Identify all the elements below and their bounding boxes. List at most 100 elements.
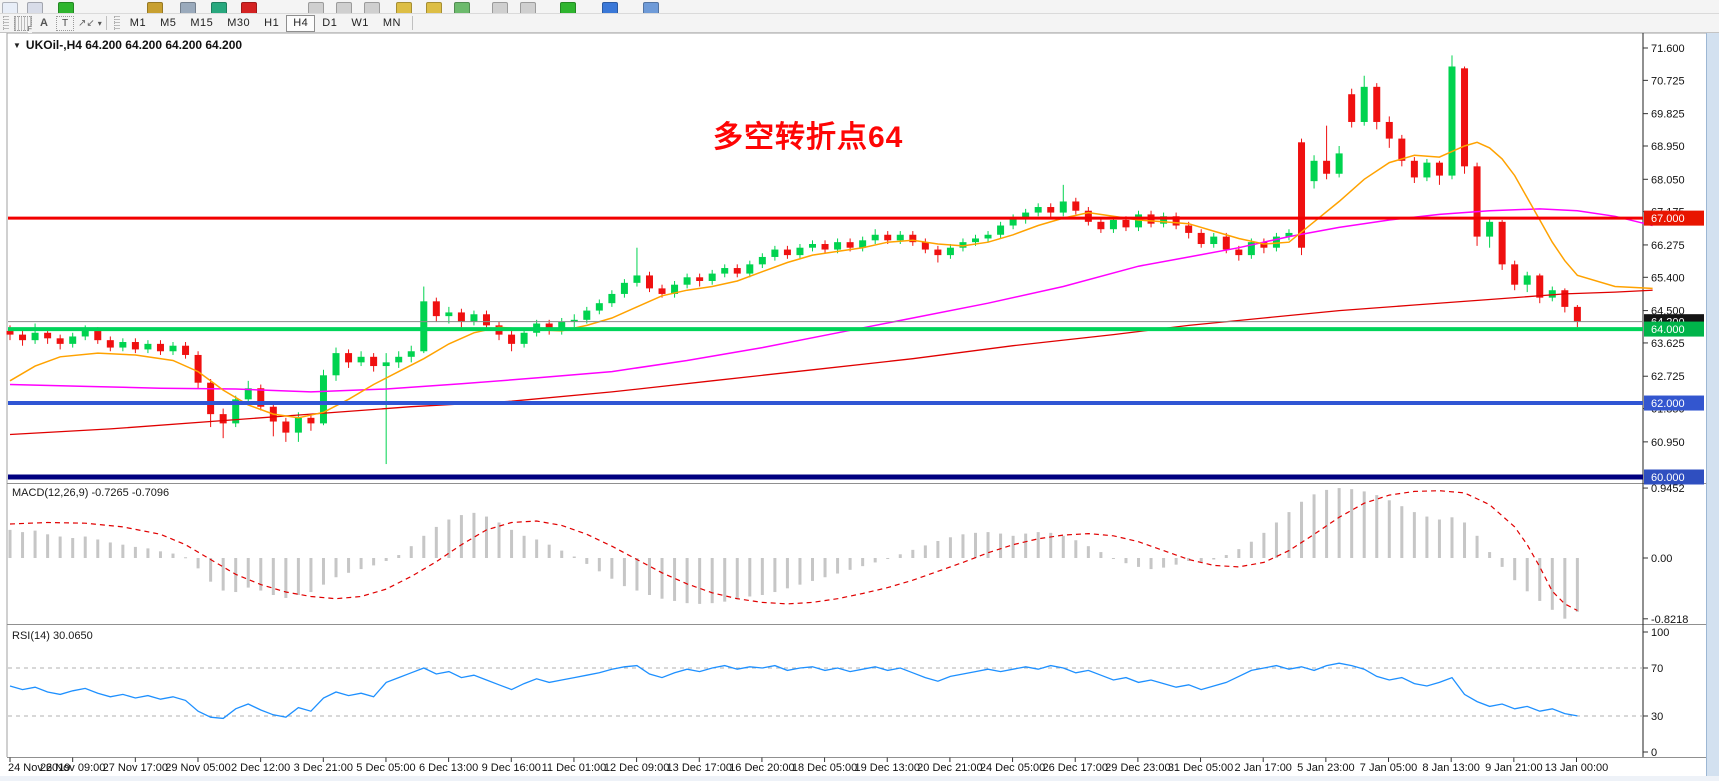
cursor-icon[interactable] xyxy=(308,2,324,13)
price-axis[interactable]: 71.60070.72569.82568.95068.05067.17566.2… xyxy=(1643,43,1704,485)
add-indicator-icon[interactable] xyxy=(58,2,74,13)
time-tick-label: 6 Dec 13:00 xyxy=(419,762,478,774)
ma-line-slow xyxy=(9,289,1653,436)
macd-axis-label: -0.8218 xyxy=(1651,614,1688,626)
timeframe-button-h4[interactable]: H4 xyxy=(286,14,316,32)
rsi-axis-label: 30 xyxy=(1651,711,1663,723)
timeframe-toolbar: F A T ↗↙ ▾ M1 M5 M15 M30 H1 H4 D1 W1 MN xyxy=(0,14,1719,33)
time-tick-label: 2 Dec 12:00 xyxy=(231,762,290,774)
timeframe-button-m5[interactable]: M5 xyxy=(160,16,177,29)
time-tick-label: 13 Jan 00:00 xyxy=(1545,762,1609,774)
objects-table-icon[interactable] xyxy=(454,2,470,13)
trendline-icon[interactable] xyxy=(364,2,380,13)
timeframe-button-h1[interactable]: H1 xyxy=(264,16,280,29)
panel-splitter-rsi[interactable] xyxy=(0,622,1706,626)
pencil2-icon[interactable] xyxy=(426,2,442,13)
autotrade-icon[interactable] xyxy=(602,2,618,13)
time-tick-label: 12 Dec 09:00 xyxy=(604,762,669,774)
chart-annotation-text[interactable]: 多空转折点64 xyxy=(713,121,904,154)
new-order-icon[interactable] xyxy=(560,2,576,13)
tester-icon[interactable] xyxy=(643,2,659,13)
price-badge: 67.000 xyxy=(1651,213,1685,225)
new-chart-icon[interactable] xyxy=(2,2,18,13)
price-badge: 60.000 xyxy=(1651,472,1685,484)
chevron-down-icon[interactable]: ▾ xyxy=(97,18,102,28)
time-tick-label: 29 Nov 05:00 xyxy=(165,762,230,774)
toolbar-drag-handle[interactable] xyxy=(113,16,120,30)
price-tick-label: 68.050 xyxy=(1651,174,1685,186)
chart-title: ▼ UKOil-,H4 64.200 64.200 64.200 64.200 xyxy=(13,38,242,52)
time-tick-label: 5 Dec 05:00 xyxy=(356,762,415,774)
horizontal-lines xyxy=(8,216,1643,480)
zoom-icon[interactable] xyxy=(27,2,43,13)
chart-title-text: UKOil-,H4 64.200 64.200 64.200 64.200 xyxy=(25,38,243,52)
macd-axis-label: 0.00 xyxy=(1651,553,1672,565)
timeframe-button-mn[interactable]: MN xyxy=(382,16,401,29)
toolbar-separator xyxy=(105,16,107,30)
timeframe-bar: M1 M5 M15 M30 H1 H4 D1 W1 MN xyxy=(123,14,408,32)
time-tick-label: 26 Nov 09:00 xyxy=(40,762,105,774)
price-tick-label: 71.600 xyxy=(1651,43,1685,55)
toolbar-drag-handle[interactable] xyxy=(3,16,9,30)
candles-layer xyxy=(6,55,1581,465)
time-tick-label: 27 Nov 17:00 xyxy=(103,762,168,774)
time-tick-label: 9 Jan 21:00 xyxy=(1485,762,1543,774)
time-tick-label: 7 Jan 05:00 xyxy=(1360,762,1418,774)
history-icon[interactable] xyxy=(180,2,196,13)
symbol-dropdown-icon[interactable]: ▼ xyxy=(13,41,21,50)
refresh-icon[interactable] xyxy=(211,2,227,13)
rsi-axis-label: 100 xyxy=(1651,627,1669,639)
timeframe-button-w1[interactable]: W1 xyxy=(351,16,369,29)
text-tool-button[interactable]: T xyxy=(56,15,74,31)
panel-splitter-macd[interactable] xyxy=(0,481,1706,485)
rsi-axis-label: 70 xyxy=(1651,663,1663,675)
time-tick-label: 29 Dec 23:00 xyxy=(1105,762,1170,774)
price-badge: 64.000 xyxy=(1651,324,1685,336)
pencil-icon[interactable] xyxy=(396,2,412,13)
font-tool-button[interactable]: A xyxy=(40,17,48,29)
macd-indicator-label: MACD(12,26,9) -0.7265 -0.7096 xyxy=(12,487,170,499)
toolbar-separator xyxy=(411,16,413,30)
price-tick-label: 60.950 xyxy=(1651,437,1685,449)
time-tick-label: 8 Jan 13:00 xyxy=(1422,762,1480,774)
timeframe-button-m30[interactable]: M30 xyxy=(227,16,251,29)
time-tick-label: 16 Dec 20:00 xyxy=(729,762,794,774)
time-tick-label: 2 Jan 17:00 xyxy=(1234,762,1292,774)
time-tick-label: 24 Dec 05:00 xyxy=(980,762,1045,774)
price-badge: 62.000 xyxy=(1651,398,1685,410)
stop-icon[interactable] xyxy=(241,2,257,13)
timeframe-button-m15[interactable]: M15 xyxy=(190,16,214,29)
timeframe-button-m1[interactable]: M1 xyxy=(129,16,147,29)
vline-tool-icon[interactable] xyxy=(520,2,536,13)
rsi-panel: 100 70 30 0 xyxy=(8,627,1669,759)
rsi-indicator-label: RSI(14) 30.0650 xyxy=(12,630,93,642)
time-tick-label: 24 Nov 2019 xyxy=(8,762,70,774)
window-right-edge xyxy=(1706,0,1719,781)
time-tick-label: 31 Dec 05:00 xyxy=(1168,762,1233,774)
indicator-arrows-button[interactable]: ↗↙ xyxy=(78,17,95,29)
window-bottom-edge xyxy=(0,776,1719,781)
time-tick-label: 19 Dec 13:00 xyxy=(855,762,920,774)
time-tick-label: 20 Dec 21:00 xyxy=(917,762,982,774)
time-tick-label: 13 Dec 17:00 xyxy=(667,762,732,774)
top-toolbar xyxy=(0,0,1719,14)
crosshair-grid-icon[interactable]: F xyxy=(14,15,32,33)
hline-tool-icon[interactable] xyxy=(492,2,508,13)
price-tick-label: 66.275 xyxy=(1651,240,1685,252)
timeframe-button-d1[interactable]: D1 xyxy=(322,16,338,29)
price-tick-label: 69.825 xyxy=(1651,109,1685,121)
price-tick-label: 63.625 xyxy=(1651,338,1685,350)
time-tick-label: 3 Dec 21:00 xyxy=(294,762,353,774)
ma-line-fast xyxy=(9,141,1653,419)
crosshair-icon[interactable] xyxy=(336,2,352,13)
macd-axis-label: 0.9452 xyxy=(1651,483,1685,495)
diamond-icon[interactable] xyxy=(147,2,163,13)
price-tick-label: 62.725 xyxy=(1651,371,1685,383)
time-tick-label: 26 Dec 17:00 xyxy=(1043,762,1108,774)
price-tick-label: 70.725 xyxy=(1651,75,1685,87)
time-tick-label: 5 Jan 23:00 xyxy=(1297,762,1355,774)
time-tick-label: 11 Dec 01:00 xyxy=(542,762,607,774)
